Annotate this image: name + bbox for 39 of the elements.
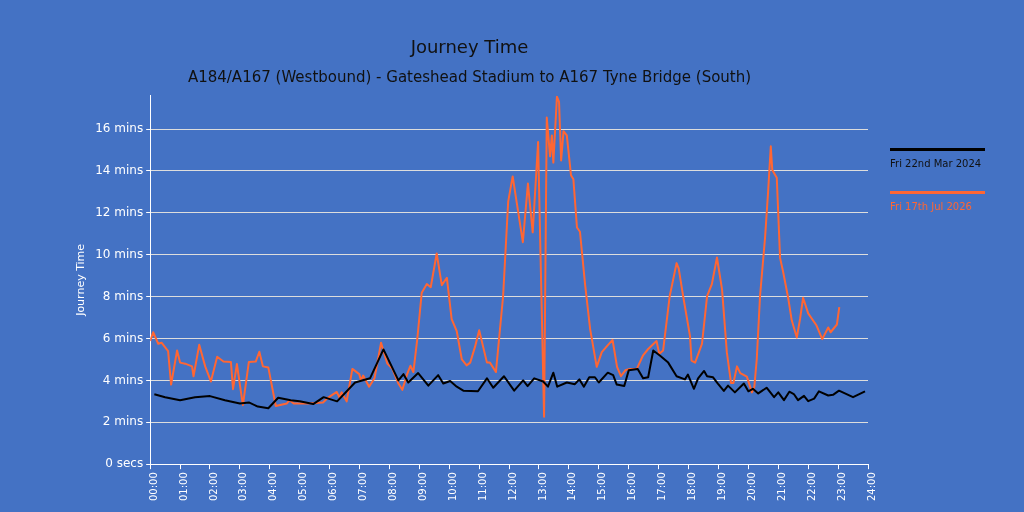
chart-subtitle: A184/A167 (Westbound) - Gateshead Stadium to A167 Tyne Bridge (South) xyxy=(187,68,752,87)
y-tick-label: 2 mins xyxy=(102,414,144,429)
x-tick-label: 21:00 xyxy=(775,472,787,502)
y-tick-label: 6 mins xyxy=(102,330,144,345)
x-tick-label: 06:00 xyxy=(327,472,339,502)
x-tick-label: 02:00 xyxy=(207,472,219,502)
x-tick-label: 15:00 xyxy=(596,472,608,502)
x-tick-label: 05:00 xyxy=(297,472,309,502)
y-tick-label: 14 mins xyxy=(95,163,144,178)
x-tick-label: 20:00 xyxy=(745,472,757,502)
x-tick-label: 01:00 xyxy=(177,472,189,502)
y-tick-label: 8 mins xyxy=(102,288,144,303)
x-tick-label: 17:00 xyxy=(656,472,668,502)
y-tick-label: 16 mins xyxy=(95,121,144,136)
text: Fri 22nd Mar 2024 xyxy=(890,158,983,169)
x-tick-label: 22:00 xyxy=(805,472,817,502)
x-tick-label: 11:00 xyxy=(476,472,488,502)
chart-title: Journey Time xyxy=(409,36,529,58)
y-tick-label: 12 mins xyxy=(95,205,144,219)
x-tick-label: 09:00 xyxy=(416,472,428,502)
x-tick-label: 03:00 xyxy=(237,472,249,502)
x-tick-label: 18:00 xyxy=(686,472,698,502)
y-tick-label: 10 mins xyxy=(95,246,144,261)
y-tick-label: 0 secs xyxy=(105,456,144,471)
x-tick-label: 13:00 xyxy=(536,472,548,502)
x-tick-label: 04:00 xyxy=(267,472,279,502)
x-tick-label: 12:00 xyxy=(506,472,518,502)
x-tick-label: 14:00 xyxy=(566,472,578,502)
x-tick-label: 16:00 xyxy=(626,472,638,502)
x-tick-label: 24:00 xyxy=(865,472,877,502)
y-axis-title: Journey Time xyxy=(74,243,88,317)
x-tick-label: 08:00 xyxy=(387,472,399,502)
y-tick-label: 4 mins xyxy=(102,372,144,387)
text: Fri 17th Jul 2026 xyxy=(890,201,973,212)
x-tick-label: 07:00 xyxy=(357,472,369,502)
x-tick-label: 10:00 xyxy=(446,472,458,502)
x-tick-label: 00:00 xyxy=(147,472,159,502)
x-tick-label: 23:00 xyxy=(835,472,847,502)
x-tick-label: 19:00 xyxy=(716,472,728,502)
